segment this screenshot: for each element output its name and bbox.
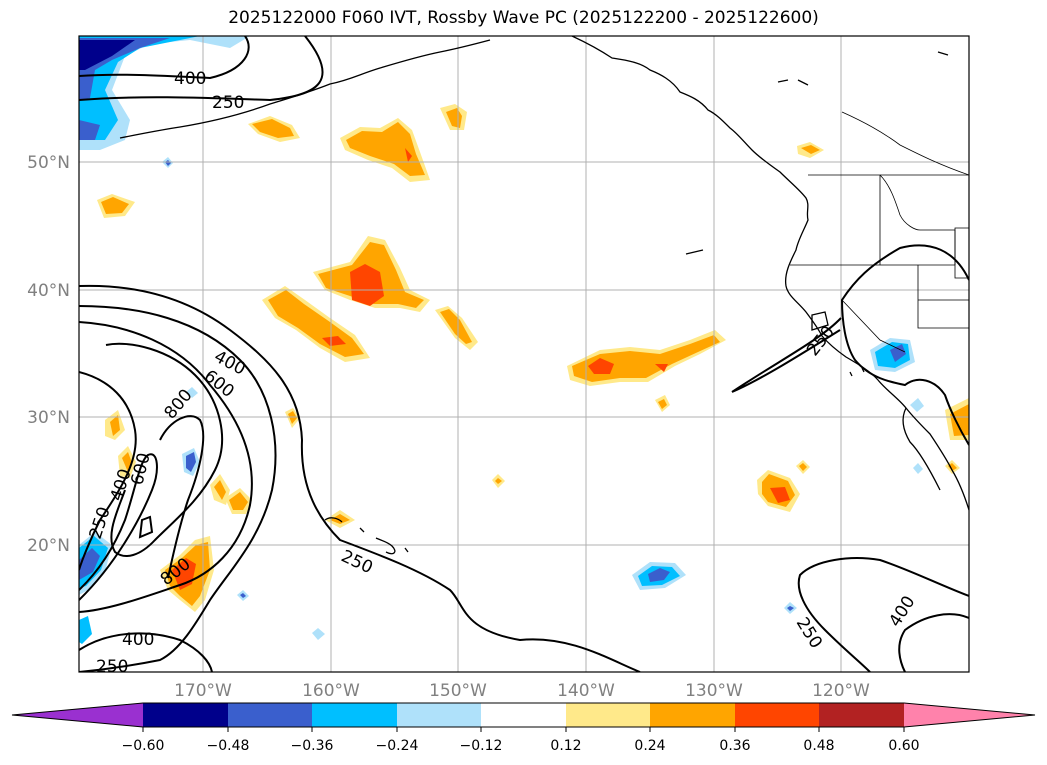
colorbar-ticks [142,727,905,732]
contour-labels: 400 250 400 600 800 600 400 250 800 400 … [86,69,920,677]
colorbar-cell [650,703,735,727]
colorbar: −0.60 −0.48 −0.36 −0.24 −0.12 0.12 0.24 … [11,702,1036,754]
ivt-contours [79,36,969,672]
colorbar-tick-label: −0.12 [460,738,503,754]
colorbar-cell [819,703,904,727]
lon-label: 150°W [429,681,487,701]
lon-label: 160°W [302,681,360,701]
longitude-labels: 170°W 160°W 150°W 140°W 130°W 120°W [174,681,870,701]
map-frame [78,35,970,673]
contour-label: 250 [803,322,839,360]
contour-label: 400 [122,630,154,650]
map-gridlines [79,36,969,672]
lat-label: 40°N [27,281,70,301]
colorbar-tick-label: −0.36 [291,738,334,754]
coastlines [119,36,969,555]
colorbar-cell [312,703,397,727]
colorbar-tick-label: 0.12 [550,738,581,754]
colorbar-tick-label: −0.48 [207,738,250,754]
anomaly-fills [79,36,969,644]
contour-label: 250 [96,657,128,677]
colorbar-cell [481,703,566,727]
colorbar-extend-low [12,703,143,727]
lon-label: 120°W [812,681,870,701]
colorbar-cell [566,703,650,727]
lat-label: 50°N [27,153,70,173]
colorbar-tick-label: 0.36 [719,738,750,754]
colorbar-cell [735,703,819,727]
contour-label: 250 [792,614,826,652]
colorbar-cell [397,703,481,727]
colorbar-tick-label: 0.48 [803,738,834,754]
lon-label: 140°W [557,681,615,701]
lat-label: 20°N [27,536,70,556]
colorbar-extend-high [904,703,1035,727]
contour-label: 400 [174,69,206,89]
colorbar-tick-label: −0.60 [122,738,165,754]
chart-title: 2025122000 F060 IVT, Rossby Wave PC (202… [228,8,819,28]
colorbar-cells [12,703,1035,727]
lon-label: 170°W [174,681,232,701]
contour-label: 250 [212,93,244,113]
colorbar-tick-label: −0.24 [376,738,419,754]
colorbar-cell [228,703,312,727]
lat-label: 30°N [27,408,70,428]
colorbar-cell [143,703,228,727]
latitude-labels: 50°N 40°N 30°N 20°N [27,153,70,556]
map-plot-area [79,36,969,672]
colorbar-tick-labels: −0.60 −0.48 −0.36 −0.24 −0.12 0.12 0.24 … [122,738,920,754]
lon-label: 130°W [685,681,743,701]
colorbar-tick-label: 0.60 [888,738,919,754]
borders [790,111,969,353]
colorbar-tick-label: 0.24 [634,738,665,754]
